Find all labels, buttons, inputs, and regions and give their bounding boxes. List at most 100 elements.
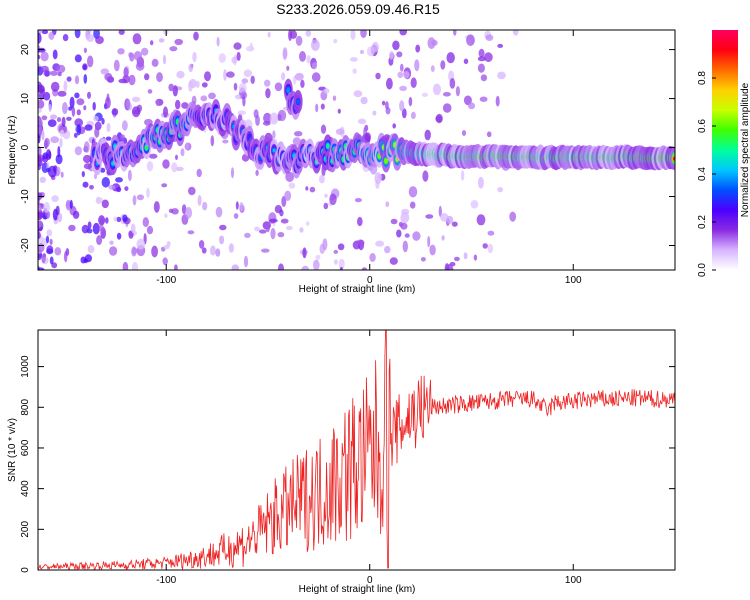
spectrogram-cell (231, 264, 240, 270)
spectrogram-cell (292, 137, 301, 146)
spectrogram-cell (151, 58, 159, 67)
spectrogram-cell (162, 54, 167, 65)
spectrogram-cell (38, 54, 41, 60)
spectrogram-cell (270, 227, 276, 240)
spectrogram-cell (83, 154, 92, 164)
spectrogram-cell (136, 238, 146, 250)
spectrogram-cell (142, 217, 149, 228)
spectrogram-cell (243, 69, 253, 78)
spectrogram-cell (55, 205, 60, 216)
spectrogram-cell (73, 132, 78, 138)
colorbar-tick-label: 0.4 (697, 167, 708, 181)
spectrogram-cell (412, 231, 421, 241)
spectrogram-x-tick-label: 0 (367, 275, 373, 286)
spectrogram-cell (223, 69, 227, 81)
colorbar-scale (712, 30, 738, 270)
colorbar-label: Normalized spectral amplitude (740, 82, 750, 217)
spectrogram-cell (277, 232, 285, 238)
spectrogram-cell (288, 30, 293, 41)
spectrogram-cell (265, 88, 271, 99)
spectrogram-cell (113, 59, 120, 72)
spectrogram-cell (68, 224, 76, 232)
spectrogram-cell (420, 257, 426, 262)
spectrogram-cell (330, 193, 335, 201)
spectrogram-cell (124, 186, 129, 192)
colorbar-tick-label: 0.6 (697, 119, 708, 133)
spectrogram-cell (477, 176, 484, 189)
spectrogram-ylabel: Frequency (Hz) (7, 116, 18, 185)
spectrogram-cell (401, 108, 407, 119)
spectrogram-cell (174, 38, 183, 46)
spectrogram-cell (399, 30, 407, 36)
spectrogram-cell (466, 34, 475, 46)
spectrogram-cell (288, 182, 296, 189)
spectrogram-cell (333, 38, 338, 44)
spectrogram-cell (480, 74, 488, 82)
spectrogram-cell (105, 217, 109, 224)
spectrogram-cell (440, 60, 446, 70)
spectrogram-cell (421, 92, 429, 98)
spectrogram-cell (231, 167, 234, 179)
spectrogram-y-tick-label: -10 (20, 189, 31, 204)
spectrogram-cell (87, 55, 94, 68)
spectrogram-cell (262, 121, 271, 126)
spectrogram-cell (100, 68, 110, 75)
spectrogram-cell (403, 71, 410, 79)
spectrogram-cell (210, 245, 216, 256)
spectrogram-cell (49, 114, 58, 120)
spectrogram-cell (92, 222, 100, 235)
spectrogram-cell (356, 239, 365, 246)
spectrogram-cell (410, 77, 417, 88)
spectrogram-cell (76, 109, 81, 116)
spectrogram-cell (57, 72, 62, 77)
spectrogram-cell (390, 218, 398, 225)
spectrogram-cell (384, 158, 388, 163)
spectrogram-cell (38, 204, 42, 212)
spectrogram-cell (52, 49, 58, 60)
spectrogram-cell (38, 243, 45, 253)
spectrogram-cell (62, 34, 69, 42)
spectrogram-cell (146, 161, 154, 172)
spectrogram-cell (126, 98, 131, 110)
spectrogram-cell (238, 83, 247, 95)
spectrogram-cells (38, 30, 675, 270)
spectrogram-cell (359, 49, 365, 55)
spectrogram-y-tick-label: -20 (20, 238, 31, 253)
spectrogram-cell (265, 223, 270, 233)
spectrogram-cell (94, 126, 100, 138)
spectrogram-cell (438, 205, 442, 217)
spectrogram-cell (148, 153, 158, 159)
spectrogram-cell (258, 229, 267, 234)
spectrogram-cell (455, 86, 460, 97)
spectrogram-cell (46, 245, 54, 254)
spectrogram-cell (319, 174, 325, 184)
spectrogram-cell (272, 130, 276, 139)
spectrogram-cell (267, 31, 271, 38)
spectrogram-cell (49, 70, 59, 76)
spectrogram-cell (463, 95, 472, 106)
spectrogram-cell (219, 235, 225, 245)
spectrogram-cell (57, 90, 67, 97)
spectrogram-cell (218, 53, 226, 63)
spectrogram-y-tick-label: 20 (20, 44, 31, 56)
spectrogram-cell (210, 135, 215, 147)
spectrogram-cell (389, 50, 394, 60)
spectrogram-cell (141, 47, 149, 56)
colorbar-tick-label: 0.2 (697, 215, 708, 229)
snr-y-tick-label: 1000 (20, 355, 31, 378)
spectrogram-cell (320, 124, 327, 134)
spectrogram-cell (51, 195, 59, 203)
spectrogram-cell (146, 225, 154, 235)
spectrogram-cell (250, 75, 255, 85)
spectrogram-cell (512, 30, 519, 36)
spectrogram-cell (254, 226, 260, 232)
spectrogram-cell (375, 240, 385, 247)
spectrogram-cell (89, 185, 94, 190)
spectrogram-cell (83, 47, 87, 53)
spectrogram-cell (236, 51, 241, 61)
spectrogram-cell (357, 216, 363, 227)
spectrogram-cell (82, 181, 89, 188)
spectrogram-cell (409, 201, 416, 209)
